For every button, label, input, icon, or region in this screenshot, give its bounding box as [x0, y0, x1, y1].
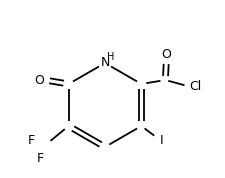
Text: F: F [37, 151, 44, 164]
Text: O: O [34, 74, 44, 87]
Text: I: I [159, 134, 162, 146]
Text: H: H [107, 52, 114, 62]
Text: Cl: Cl [188, 80, 201, 93]
Text: F: F [28, 135, 35, 148]
Text: O: O [161, 48, 171, 62]
Text: N: N [100, 56, 109, 69]
